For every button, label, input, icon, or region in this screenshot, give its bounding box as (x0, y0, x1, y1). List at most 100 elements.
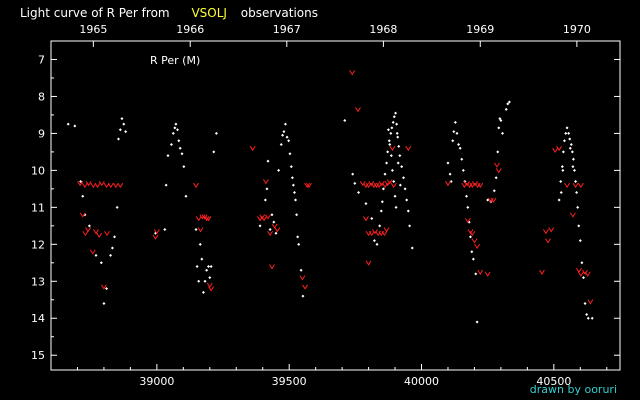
fainter-than-mark (378, 181, 385, 187)
fainter-than-mark (389, 145, 396, 152)
observation-point (270, 213, 274, 217)
fainter-than-mark (587, 299, 594, 305)
observation-point (455, 131, 459, 135)
fainter-than-mark (259, 214, 266, 220)
observation-point (169, 143, 173, 147)
observation-point (164, 183, 168, 187)
observation-point (398, 183, 402, 187)
observation-point (410, 246, 414, 250)
observation-point (497, 126, 501, 130)
observation-point (390, 126, 394, 130)
fainter-than-mark (471, 238, 478, 244)
observation-point (299, 268, 303, 272)
title-prefix: Light curve of R Per from (20, 6, 170, 20)
fainter-than-mark (77, 181, 84, 187)
observation-point (559, 179, 563, 183)
fainter-than-mark (576, 267, 582, 274)
observation-point (590, 316, 594, 320)
observation-point (571, 157, 575, 161)
observation-point (383, 172, 387, 176)
y-tick-label: 8 (38, 90, 45, 103)
fainter-than-mark (79, 212, 86, 218)
observation-point (585, 313, 589, 317)
fainter-than-mark (372, 229, 378, 235)
fainter-than-mark (569, 212, 576, 218)
fainter-than-mark (552, 147, 559, 153)
observation-point (194, 228, 198, 232)
observation-point (195, 264, 199, 268)
year-label: 1968 (369, 23, 397, 36)
observation-point (499, 118, 503, 122)
observation-point (504, 107, 508, 111)
observation-point (214, 131, 218, 135)
observation-point (395, 131, 399, 135)
observation-point (290, 176, 294, 180)
fainter-than-mark (490, 197, 497, 203)
y-axis-ticks: 7 8 9 10 11 12 13 14 15 (31, 40, 620, 362)
observation-point (205, 268, 209, 272)
fainter-than-mark (153, 229, 160, 235)
y-tick-label: 14 (31, 312, 45, 325)
fainter-than-mark (267, 230, 274, 237)
fainter-than-mark (474, 182, 481, 189)
fainter-than-mark (582, 269, 588, 275)
observation-point (468, 235, 472, 239)
fainter-than-mark (208, 286, 215, 292)
observation-point (200, 257, 204, 261)
observation-point (105, 287, 109, 291)
observation-point (301, 294, 305, 298)
observation-point (557, 198, 561, 202)
observation-point (389, 131, 393, 135)
fainter-than-mark (381, 230, 388, 237)
observation-point (265, 187, 269, 191)
observation-point (285, 135, 289, 139)
observation-point (115, 205, 119, 209)
observation-point (277, 168, 281, 172)
observation-point (99, 261, 103, 265)
observation-point (560, 165, 564, 169)
observation-point (578, 239, 582, 243)
credit-label: drawn by ooruri (530, 383, 617, 396)
observation-point (452, 130, 456, 134)
observation-point (375, 242, 379, 246)
fainter-than-mark (467, 229, 474, 235)
observation-point (400, 165, 404, 169)
observation-point (408, 224, 412, 228)
observation-point (396, 161, 400, 165)
observation-point (296, 235, 300, 239)
observation-point (287, 139, 291, 143)
observation-point (198, 242, 202, 246)
fainter-than-mark (90, 182, 97, 189)
observation-point (66, 122, 70, 126)
fainter-than-mark (96, 232, 103, 239)
fainter-than-mark (548, 227, 555, 233)
y-tick-label: 12 (31, 238, 45, 251)
observation-point (453, 120, 457, 124)
observation-point (282, 130, 286, 134)
observation-point (166, 154, 170, 158)
x-axis-ticks: 39000 39500 40000 40500 (76, 364, 608, 388)
fainter-than-mark (445, 181, 451, 187)
observation-point (266, 159, 270, 163)
fainter-than-mark (359, 181, 366, 187)
title-suffix: observations (241, 6, 318, 20)
fainter-than-mark (262, 179, 269, 185)
observation-point (180, 152, 184, 156)
fainter-than-mark (98, 181, 105, 187)
fainter-than-mark (472, 181, 478, 187)
fainter-than-mark (85, 181, 92, 187)
observation-point (272, 220, 276, 224)
fainter-than-mark (539, 269, 545, 275)
observation-point (465, 194, 469, 198)
fainter-than-mark (203, 216, 210, 222)
observation-point (580, 261, 584, 265)
observation-point (372, 239, 376, 243)
observation-point (581, 276, 585, 280)
x-tick-label: 40000 (404, 375, 439, 388)
fainter-than-mark (383, 227, 390, 233)
observation-point (209, 264, 213, 268)
observation-point (281, 133, 285, 137)
observation-point (118, 128, 122, 132)
fainter-than-mark (494, 162, 500, 168)
observation-point (391, 120, 395, 124)
